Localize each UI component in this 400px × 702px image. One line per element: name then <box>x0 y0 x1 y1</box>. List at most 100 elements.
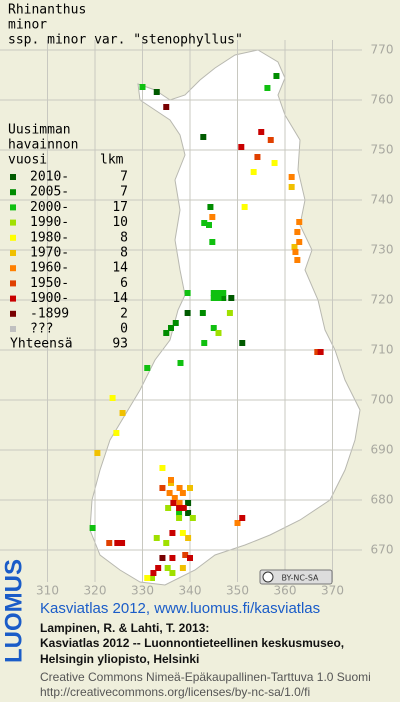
occurrence-square <box>172 320 179 326</box>
occurrence-square <box>185 500 192 506</box>
x-tick-label: 360 <box>274 584 297 598</box>
occurrence-square <box>106 540 113 546</box>
legend-header: lkm <box>100 153 124 168</box>
occurrence-square <box>201 220 208 226</box>
citation: Kasviatlas 2012 -- Luonnontieteellinen k… <box>40 636 344 650</box>
citation: Helsingin yliopisto, Helsinki <box>40 652 199 666</box>
occurrence-square <box>294 257 301 263</box>
occurrence-square <box>180 505 187 511</box>
occurrence-square <box>294 229 301 235</box>
occurrence-square <box>139 84 146 90</box>
badge-text: BY-NC-SA <box>281 574 319 583</box>
x-tick-label: 330 <box>131 584 154 598</box>
occurrence-square <box>119 540 126 546</box>
occurrence-square <box>210 295 217 301</box>
occurrence-square <box>113 430 120 436</box>
occurrence-square <box>220 295 227 301</box>
occurrence-square <box>150 570 157 576</box>
occurrence-square <box>182 552 189 558</box>
legend-count: 8 <box>120 230 128 245</box>
occurrence-square <box>171 495 178 501</box>
legend-label: 1980- <box>30 230 69 245</box>
y-tick-label: 750 <box>371 143 394 157</box>
occurrence-square <box>159 485 166 491</box>
legend-count: 7 <box>120 170 128 185</box>
badge-icon <box>262 571 274 583</box>
legend-swatch <box>10 250 16 256</box>
legend-label: 1950- <box>30 276 69 291</box>
occurrence-square <box>291 244 298 250</box>
legend-header: havainnon <box>8 138 78 153</box>
occurrence-square <box>176 485 183 491</box>
y-tick-label: 680 <box>371 493 394 507</box>
occurrence-square <box>226 310 233 316</box>
occurrence-square <box>264 85 271 91</box>
legend-swatch <box>10 234 16 241</box>
occurrence-square <box>169 555 176 561</box>
legend-count: 0 <box>120 322 128 337</box>
occurrence-square <box>179 530 186 536</box>
occurrence-square <box>288 174 295 180</box>
occurrence-square <box>176 515 183 521</box>
occurrence-square <box>168 477 174 483</box>
occurrence-square <box>200 134 207 140</box>
occurrence-square <box>176 500 183 506</box>
occurrence-square <box>250 169 257 175</box>
occurrence-square <box>144 365 151 371</box>
occurrence-square <box>179 565 186 571</box>
occurrence-square <box>170 500 177 506</box>
occurrence-square <box>114 540 121 546</box>
footer-link[interactable]: Kasviatlas 2012, www.luomus.fi/kasviatla… <box>40 600 320 617</box>
occurrence-square <box>210 290 217 296</box>
legend-swatch <box>10 310 16 317</box>
occurrence-square <box>163 330 170 336</box>
occurrence-square <box>155 565 162 571</box>
occurrence-square <box>94 450 101 456</box>
occurrence-square <box>238 144 245 150</box>
occurrence-square <box>176 505 183 511</box>
legend-label: 2005- <box>30 185 69 200</box>
occurrence-square <box>164 565 171 571</box>
occurrence-square <box>239 515 246 521</box>
occurrence-square <box>267 137 274 143</box>
occurrence-square <box>166 490 173 496</box>
occurrence-square <box>185 510 192 516</box>
occurrence-square <box>168 325 174 331</box>
occurrence-square <box>169 530 176 536</box>
y-tick-label: 720 <box>371 293 394 307</box>
legend-label: 1960- <box>30 261 69 276</box>
y-tick-label: 700 <box>371 393 394 407</box>
x-tick-label: 340 <box>179 584 202 598</box>
occurrence-square <box>187 485 193 491</box>
legend-swatch <box>10 295 16 302</box>
y-tick-label: 740 <box>371 193 394 207</box>
occurrence-square <box>184 290 191 296</box>
occurrence-square <box>254 154 261 160</box>
legend-header: Uusimman <box>8 123 71 138</box>
legend-swatch <box>10 265 16 272</box>
occurrence-square <box>207 204 214 210</box>
logo: LUOMUS <box>0 559 27 663</box>
legend-swatch <box>10 280 16 287</box>
legend-count: 8 <box>120 246 128 261</box>
legend-count: 2 <box>120 306 128 321</box>
title: minor <box>8 18 47 33</box>
license: Creative Commons Nimeä-Epäkaupallinen-Ta… <box>40 670 371 684</box>
occurrence-square <box>119 410 126 416</box>
occurrence-square <box>292 249 299 255</box>
legend-header: vuosi <box>8 153 47 168</box>
occurrence-square <box>163 104 170 110</box>
occurrence-square <box>296 239 303 245</box>
occurrence-square <box>220 290 227 296</box>
y-tick-label: 670 <box>371 543 394 557</box>
x-tick-label: 320 <box>84 584 107 598</box>
occurrence-square <box>273 73 280 79</box>
legend-swatch <box>10 204 16 211</box>
occurrence-square <box>169 570 176 576</box>
occurrence-square <box>159 465 166 471</box>
license-url[interactable]: http://creativecommons.org/licenses/by-n… <box>40 685 310 699</box>
occurrence-square <box>89 525 96 531</box>
cc-badge: BY-NC-SA <box>259 569 333 585</box>
occurrence-square <box>234 520 241 526</box>
